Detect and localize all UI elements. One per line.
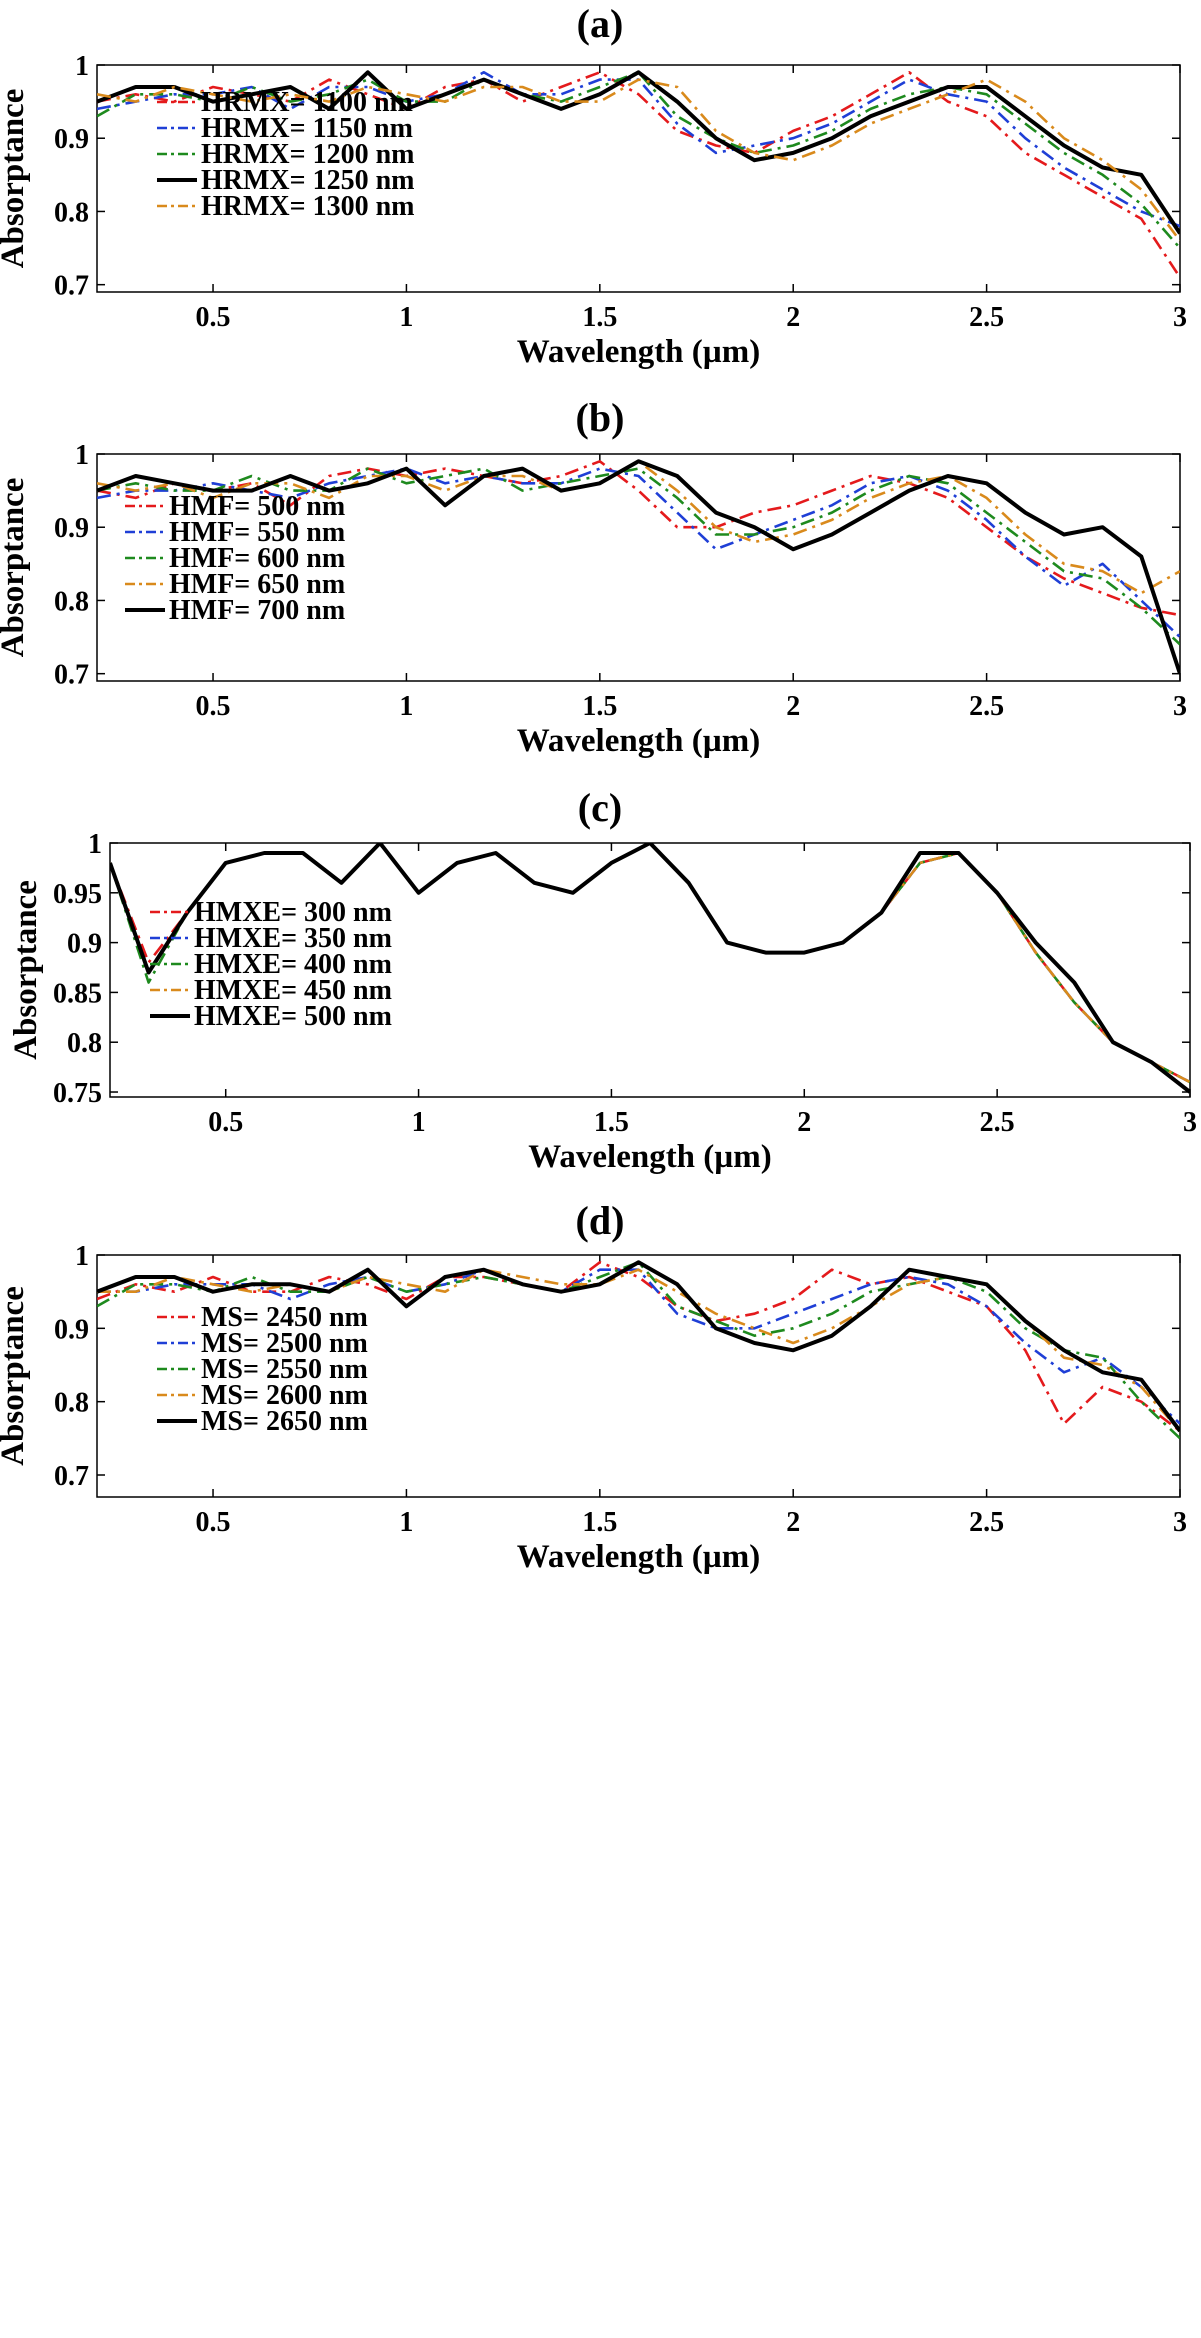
- x-tick-label: 3: [1183, 1107, 1197, 1138]
- legend-label: MS= 2500 nm: [201, 1328, 368, 1359]
- y-tick-label: 0.8: [54, 1388, 89, 1419]
- x-tick-label: 3: [1173, 691, 1187, 722]
- y-tick-label: 0.9: [54, 124, 89, 155]
- y-axis-label: Absorptance: [0, 89, 31, 269]
- series-line: [97, 1260, 1180, 1433]
- chart-panel-d: (d) 0.5 1 1.5 2 2.5 3 0.7 0.8 0.9 1 Wavelength (µm)…: [0, 1198, 1187, 1575]
- x-tick-label: 2.5: [969, 691, 1004, 722]
- x-tick-label: 1: [399, 1507, 413, 1538]
- legend-label: MS= 2650 nm: [201, 1406, 368, 1437]
- x-tick-label: 0.5: [196, 1507, 231, 1538]
- y-tick-label: 1: [75, 1241, 89, 1272]
- legend-label: HMXE= 300 nm: [194, 897, 392, 928]
- y-tick-label: 0.7: [54, 660, 89, 691]
- y-tick-label: 0.8: [54, 586, 89, 617]
- x-tick-label: 0.5: [196, 691, 231, 722]
- y-tick-label: 0.8: [54, 197, 89, 228]
- x-tick-label: 2.5: [969, 1507, 1004, 1538]
- legend-label: HRMX= 1100 nm: [201, 87, 413, 118]
- chart-title: (a): [577, 1, 624, 46]
- x-axis-label: Wavelength (µm): [517, 1539, 761, 1575]
- plot-frame: [96, 64, 1181, 293]
- x-tick-label: 2.5: [980, 1107, 1015, 1138]
- x-tick-label: 1.5: [594, 1107, 629, 1138]
- x-tick-label: 1.5: [582, 302, 617, 333]
- legend-label: HRMX= 1250 nm: [201, 165, 415, 196]
- series-line: [97, 459, 1180, 675]
- y-tick-label: 0.85: [53, 978, 102, 1009]
- y-axis-label: Absorptance: [0, 1286, 31, 1466]
- chart-panel-a: (a) 0.5 1 1.5 2 2.5 3 0.7 0.8 0.9 1 Wavelength (µm)…: [0, 1, 1187, 370]
- x-tick-label: 1: [399, 691, 413, 722]
- legend-label: HMXE= 450 nm: [194, 975, 392, 1006]
- legend-label: HMF= 550 nm: [169, 517, 345, 548]
- legend-label: MS= 2550 nm: [201, 1354, 368, 1385]
- y-axis-label: Absorptance: [0, 478, 31, 658]
- legend-label: HMF= 500 nm: [169, 491, 345, 522]
- y-tick-label: 0.9: [54, 513, 89, 544]
- chart-title: (b): [576, 395, 625, 440]
- x-tick-label: 1.5: [582, 691, 617, 722]
- x-axis-label: Wavelength (µm): [528, 1139, 772, 1175]
- chart-title: (d): [576, 1198, 625, 1243]
- x-tick-label: 0.5: [196, 302, 231, 333]
- series-line: [97, 459, 1180, 617]
- legend-label: HMF= 700 nm: [169, 595, 345, 626]
- plot-frame: [96, 1254, 1181, 1498]
- y-axis-label: Absorptance: [8, 880, 44, 1060]
- y-tick-label: 0.95: [53, 879, 102, 910]
- y-tick-label: 0.7: [54, 271, 89, 302]
- x-tick-label: 2: [786, 691, 800, 722]
- x-tick-label: 3: [1173, 1507, 1187, 1538]
- legend-label: HMF= 650 nm: [169, 569, 345, 600]
- series-line: [97, 71, 1180, 279]
- legend-label: HRMX= 1150 nm: [201, 113, 413, 144]
- legend-label: HMF= 600 nm: [169, 543, 345, 574]
- y-tick-label: 0.75: [53, 1078, 102, 1109]
- x-tick-label: 2: [786, 1507, 800, 1538]
- x-axis-label: Wavelength (µm): [517, 334, 761, 370]
- series-line: [97, 1261, 1180, 1433]
- series-line: [97, 467, 1180, 639]
- legend-label: HRMX= 1300 nm: [201, 191, 415, 222]
- y-tick-label: 0.7: [54, 1461, 89, 1492]
- x-tick-label: 1.5: [582, 1507, 617, 1538]
- legend-label: HMXE= 400 nm: [194, 949, 392, 980]
- x-tick-label: 0.5: [208, 1107, 243, 1138]
- legend-label: HMXE= 500 nm: [194, 1001, 392, 1032]
- series-line: [97, 70, 1180, 235]
- legend-label: HRMX= 1200 nm: [201, 139, 415, 170]
- chart-title: (c): [578, 785, 622, 830]
- y-tick-label: 1: [88, 829, 102, 860]
- chart-panel-c: (c) 0.5 1 1.5 2 2.5 3 0.75 0.8 0.85 0.9 0.95 1 Wavele…: [8, 785, 1197, 1175]
- x-axis-label: Wavelength (µm): [517, 723, 761, 759]
- y-tick-label: 1: [75, 51, 89, 82]
- plot-frame: [96, 453, 1181, 682]
- chart-panel-b: (b) 0.5 1 1.5 2 2.5 3 0.7 0.8 0.9 1 Wavelength (µm)…: [0, 395, 1187, 759]
- x-tick-label: 1: [412, 1107, 426, 1138]
- y-tick-label: 0.8: [67, 1028, 102, 1059]
- y-tick-label: 0.9: [67, 929, 102, 960]
- legend-label: HMXE= 350 nm: [194, 923, 392, 954]
- y-tick-label: 0.9: [54, 1314, 89, 1345]
- y-tick-label: 1: [75, 440, 89, 471]
- x-tick-label: 2: [786, 302, 800, 333]
- legend-label: MS= 2600 nm: [201, 1380, 368, 1411]
- series-line: [97, 467, 1180, 646]
- x-tick-label: 2: [797, 1107, 811, 1138]
- x-tick-label: 3: [1173, 302, 1187, 333]
- series-line: [97, 78, 1180, 242]
- series-line: [110, 843, 1190, 1084]
- legend-label: MS= 2450 nm: [201, 1302, 368, 1333]
- series-line: [110, 843, 1190, 1094]
- x-tick-label: 2.5: [969, 302, 1004, 333]
- x-tick-label: 1: [399, 302, 413, 333]
